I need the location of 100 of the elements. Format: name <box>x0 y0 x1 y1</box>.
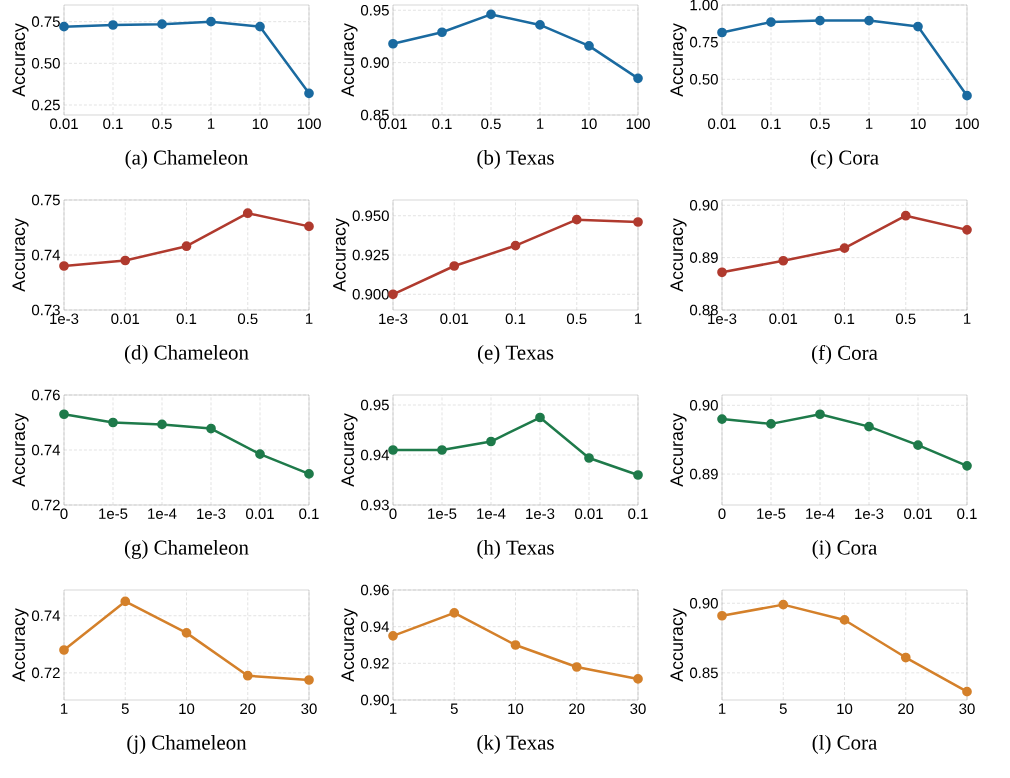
x-tick-label: 1 <box>60 703 68 714</box>
y-tick-label: 0.96 <box>360 584 389 596</box>
x-tick-label: 0.01 <box>440 313 469 325</box>
point <box>571 662 582 672</box>
x-axis-title: (l) Cora <box>812 734 878 754</box>
point <box>633 674 643 684</box>
point <box>815 409 825 420</box>
x-tick-label: 0.01 <box>50 118 78 130</box>
point <box>108 20 118 30</box>
x-tick-label: 0.1 <box>834 313 855 325</box>
point <box>766 17 776 27</box>
point <box>864 15 874 26</box>
y-tick-label: 0.90 <box>360 694 389 706</box>
point <box>633 217 643 227</box>
point <box>59 261 69 271</box>
y-tick-label: 0.74 <box>31 249 61 261</box>
y-axis-title: Accuracy <box>670 218 687 292</box>
point <box>242 670 253 681</box>
point <box>962 686 972 697</box>
x-tick-label: 1e-3 <box>526 508 555 520</box>
x-tick-label: 1 <box>536 118 544 129</box>
point <box>242 208 253 219</box>
x-tick-label: 20 <box>898 703 914 715</box>
x-tick-label: 0.1 <box>628 508 648 520</box>
y-axis-title: Accuracy <box>12 608 29 682</box>
point <box>633 73 643 84</box>
y-tick-label: 0.72 <box>31 667 60 679</box>
x-tick-label: 1 <box>389 703 397 714</box>
point <box>388 289 398 300</box>
point <box>388 630 398 641</box>
y-tick-label: 0.25 <box>31 99 60 111</box>
x-axis-title: (a) Chameleon <box>125 149 249 169</box>
y-tick-label: 0.74 <box>31 444 61 456</box>
point <box>584 41 594 51</box>
point <box>962 90 972 101</box>
y-tick-label: 0.94 <box>360 449 390 461</box>
x-axis-title: (e) Texas <box>477 344 554 364</box>
point <box>304 675 314 685</box>
y-axis-title: Accuracy <box>670 413 687 487</box>
point <box>206 423 216 434</box>
point <box>59 645 69 655</box>
x-tick-label: 1 <box>305 313 313 324</box>
x-tick-label: 0.01 <box>111 313 140 325</box>
x-tick-label: 1e-4 <box>148 508 177 519</box>
point <box>388 38 398 49</box>
y-tick-label: 0.90 <box>360 57 389 68</box>
point <box>864 421 874 432</box>
point <box>120 255 131 266</box>
x-axis-title: (h) Texas <box>477 539 554 559</box>
x-tick-label: 10 <box>837 703 853 715</box>
x-tick-label: 1 <box>634 313 642 324</box>
point <box>839 615 850 625</box>
point <box>181 241 192 252</box>
x-axis-title: (b) Texas <box>477 149 554 169</box>
x-tick-label: 30 <box>630 703 646 715</box>
x-tick-label: 0.1 <box>103 118 123 130</box>
y-tick-label: 0.94 <box>360 621 390 632</box>
point <box>108 417 118 428</box>
x-tick-label: 100 <box>955 118 979 130</box>
x-tick-label: 1 <box>207 118 215 129</box>
point <box>815 15 825 26</box>
point <box>584 453 594 463</box>
point <box>633 470 643 480</box>
x-tick-label: 20 <box>240 703 256 715</box>
y-tick-label: 0.90 <box>689 400 718 411</box>
x-tick-label: 1e-3 <box>855 508 884 520</box>
y-tick-label: 0.95 <box>360 399 389 411</box>
point <box>304 88 314 99</box>
y-axis-title: Accuracy <box>12 413 29 487</box>
y-axis-title: Accuracy <box>670 608 687 682</box>
point <box>59 409 69 420</box>
point <box>388 445 398 455</box>
x-tick-label: 1e-4 <box>477 508 506 519</box>
y-tick-label: 0.72 <box>31 499 60 511</box>
x-tick-label: 0.5 <box>481 118 501 130</box>
point <box>304 221 314 232</box>
x-tick-label: 10 <box>179 703 195 715</box>
point <box>962 460 972 471</box>
y-tick-label: 0.93 <box>360 499 389 511</box>
x-axis-title: (g) Chameleon <box>124 539 249 559</box>
x-tick-label: 0.5 <box>152 118 172 130</box>
x-tick-label: 10 <box>252 118 268 130</box>
y-tick-label: 0.95 <box>360 4 389 16</box>
y-axis-title: Accuracy <box>341 608 358 682</box>
x-tick-label: 1 <box>866 118 873 129</box>
y-tick-label: 0.50 <box>31 58 60 69</box>
x-tick-label: 30 <box>959 703 975 715</box>
point <box>449 608 460 618</box>
y-axis-title: Accuracy <box>670 23 687 97</box>
point <box>778 599 789 610</box>
point <box>120 596 131 607</box>
x-tick-label: 10 <box>910 118 926 130</box>
x-tick-label: 1e-3 <box>379 313 408 325</box>
y-tick-label: 1.00 <box>690 0 718 11</box>
y-tick-label: 0.90 <box>689 199 718 211</box>
y-axis-title: Accuracy <box>333 218 350 292</box>
x-tick-label: 0.5 <box>566 313 587 325</box>
x-tick-label: 1 <box>964 313 971 324</box>
x-tick-label: 0.1 <box>176 313 197 325</box>
x-tick-label: 5 <box>121 703 129 714</box>
